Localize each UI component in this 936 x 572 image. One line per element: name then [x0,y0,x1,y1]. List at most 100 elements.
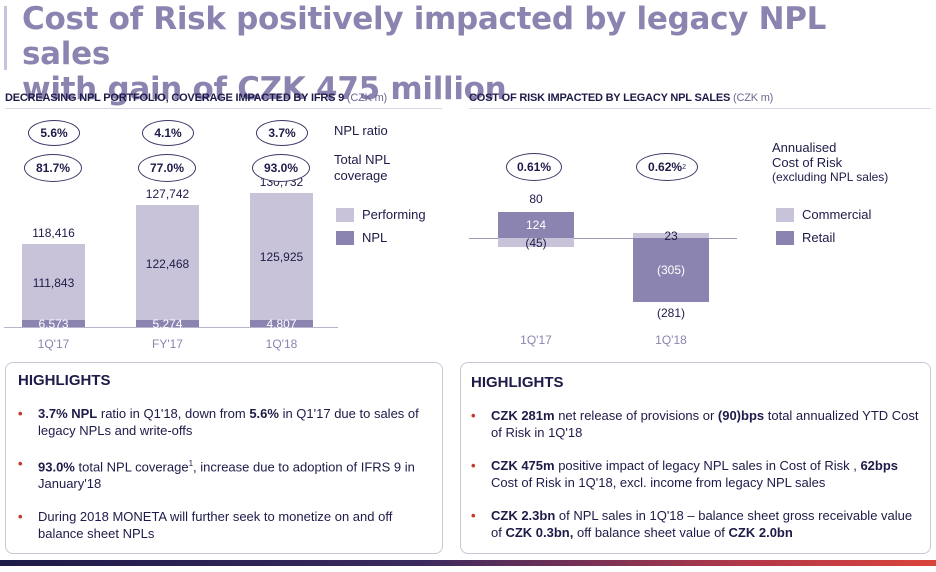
bar-npl-1 [136,320,199,327]
hl-right-2-bold-1: CZK 475m [491,458,555,473]
retail-label-0: 124 [525,217,547,232]
hl-left-1-text-2: in Q1'17 due to sales of legacy NPLs and… [38,406,419,438]
left-section-heading: DECREASING NPL PORTFOLIO, COVERAGE IMPAC… [5,92,387,104]
hl-left-2-text-1: total NPL coverage [74,459,189,475]
bar-retail-0 [498,211,574,238]
hl-right-1-bold-2: (90)bps [717,408,765,423]
bar-performing-2 [250,192,313,320]
hl-right-3-text-1: of NPL sales in 1Q'18 – balance sheet gr… [491,508,913,540]
hl-left-3-text-1: During 2018 MONETA will further seek to … [38,509,393,542]
commercial-label-1: 23 [664,228,678,243]
performing-label-1: 122,468 [145,256,190,271]
npl-ratio-oval-0: 5.6% [28,120,80,146]
npl-coverage-oval-0: 81.7% [24,154,82,182]
hl-right-3-bold-2: CZK 0.3bn, [505,525,574,540]
title-accent-bar [4,6,7,70]
bar-commercial-1 [633,233,709,238]
annualised-label-line-3: (excluding NPL sales) [772,170,889,184]
npl-coverage-label-line-2: coverage [334,168,388,183]
bar-npl-2 [250,320,313,327]
page-title-line-2: with gain of CZK 475 million [22,71,507,107]
npl-label-0: 6,573 [38,317,69,331]
highlight-right-item-3: CZK 2.3bn of NPL sales in 1Q'18 – balanc… [471,507,923,541]
left-chart-baseline [4,327,338,328]
hl-right-2-bold-2: 62bps [860,458,899,473]
highlights-right-box: HIGHLIGHTS CZK 281m net release of provi… [460,362,931,554]
legend-commercial-label: Commercial [802,207,872,222]
hl-left-1-bold-2: 5.6% [249,406,279,421]
right-section-rule [469,108,931,109]
hl-right-2-text-2: Cost of Risk in 1Q'18, excl. income from… [491,475,826,490]
highlights-right-title: HIGHLIGHTS [471,374,564,391]
npl-label-1: 5,274 [152,317,183,331]
retail-label-1: (305) [656,263,685,278]
bar-performing-0 [22,243,85,320]
hl-right-2-text-1: positive impact of legacy NPL sales in C… [554,458,861,473]
legend-commercial-swatch [776,208,794,222]
highlight-right-item-2: CZK 475m positive impact of legacy NPL s… [471,457,923,491]
highlights-left-list: 3.7% NPL ratio in Q1'18, down from 5.6% … [18,405,434,558]
hl-left-2-footnote: 1 [188,459,194,468]
cor-footnote: 2 [682,163,686,171]
npl-coverage-label-line-1: Total NPL [334,152,391,167]
x-tick-label-0: 1Q'17 [37,337,70,351]
hl-right-3-text-2: off balance sheet value of [573,525,729,540]
npl-ratio-oval-1: 4.1% [142,120,194,146]
cor-total-label-0: 80 [529,191,543,206]
highlights-right-list: CZK 281m net release of provisions or (9… [471,407,923,557]
npl-label-2: 4,807 [266,317,297,331]
bar-commercial-0 [498,238,574,248]
bottom-accent-strip [0,560,936,566]
commercial-label-0: (45) [525,235,547,250]
page-title: Cost of Risk positively impacted by lega… [22,2,922,107]
npl-ratio-oval-2: 3.7% [256,120,308,146]
right-section-heading-text: COST OF RISK IMPACTED BY LEGACY NPL SALE… [469,92,731,104]
hl-right-3-bold-1: CZK 2.3bn [491,508,556,523]
hl-left-2-bold-1: 93.0% [38,459,75,475]
legend-retail-label: Retail [802,230,836,245]
annualised-label-line-1: Annualised [772,140,837,155]
hl-right-3-bold-3: CZK 2.0bn [728,525,793,540]
cor-x-tick-label-1: 1Q'18 [655,333,687,347]
npl-coverage-oval-1: 77.0% [138,154,196,182]
hl-left-2-text-2: , increase due to adoption of IFRS 9 in … [38,459,415,492]
npl-ratio-label: NPL ratio [334,123,388,138]
right-section-unit: (CZK m) [733,92,774,104]
highlight-left-item-1: 3.7% NPL ratio in Q1'18, down from 5.6% … [18,405,434,439]
legend-performing-label: Performing [362,207,426,222]
cor-x-tick-label-0: 1Q'17 [520,333,552,347]
cor-oval-1q17: 0.61% [506,153,562,181]
bar-npl-0 [22,320,85,327]
highlights-left-box: HIGHLIGHTS 3.7% NPL ratio in Q1'18, down… [5,362,443,554]
hl-right-1-bold-1: CZK 281m [491,408,555,423]
performing-label-0: 111,843 [32,275,75,290]
highlight-left-item-2: 93.0% total NPL coverage1, increase due … [18,455,434,492]
cor-value-1q18: 0.62% [648,160,683,174]
x-tick-label-1: FY'17 [152,337,183,351]
right-section-heading: COST OF RISK IMPACTED BY LEGACY NPL SALE… [469,92,773,104]
hl-right-1-text-1: net release of provisions or [554,408,718,423]
left-section-unit: (CZK m) [346,92,388,104]
legend-npl-swatch [336,231,354,245]
legend-performing-swatch [336,208,354,222]
bar-performing-1 [136,205,199,320]
highlight-left-item-3: During 2018 MONETA will further seek to … [18,508,434,542]
cor-oval-1q18: 0.62% 2 [636,153,698,181]
legend-npl-label: NPL [362,230,388,245]
right-chart-zero-line [469,238,737,239]
hl-right-1-text-2: total annualized YTD Cost of Risk in 1Q'… [491,408,919,440]
annualised-label-line-2: Cost of Risk [772,155,843,170]
hl-left-1-text-1: ratio in Q1'18, down from [97,406,250,421]
total-label-0: 118,416 [32,225,75,240]
cor-total-label-1: (281) [656,306,685,321]
npl-coverage-label: Total NPL coverage [334,152,390,184]
annualised-cor-label: Annualised Cost of Risk (excluding NPL s… [772,140,888,185]
hl-left-1-bold-1: 3.7% NPL [38,406,98,421]
highlight-right-item-1: CZK 281m net release of provisions or (9… [471,407,923,441]
performing-label-2: 125,925 [259,250,304,265]
legend-retail-swatch [776,231,794,245]
npl-coverage-oval-2: 93.0% [252,154,310,182]
highlights-left-title: HIGHLIGHTS [18,372,111,389]
x-tick-label-2: 1Q'18 [265,337,298,351]
left-section-heading-text: DECREASING NPL PORTFOLIO, COVERAGE IMPAC… [5,92,344,104]
